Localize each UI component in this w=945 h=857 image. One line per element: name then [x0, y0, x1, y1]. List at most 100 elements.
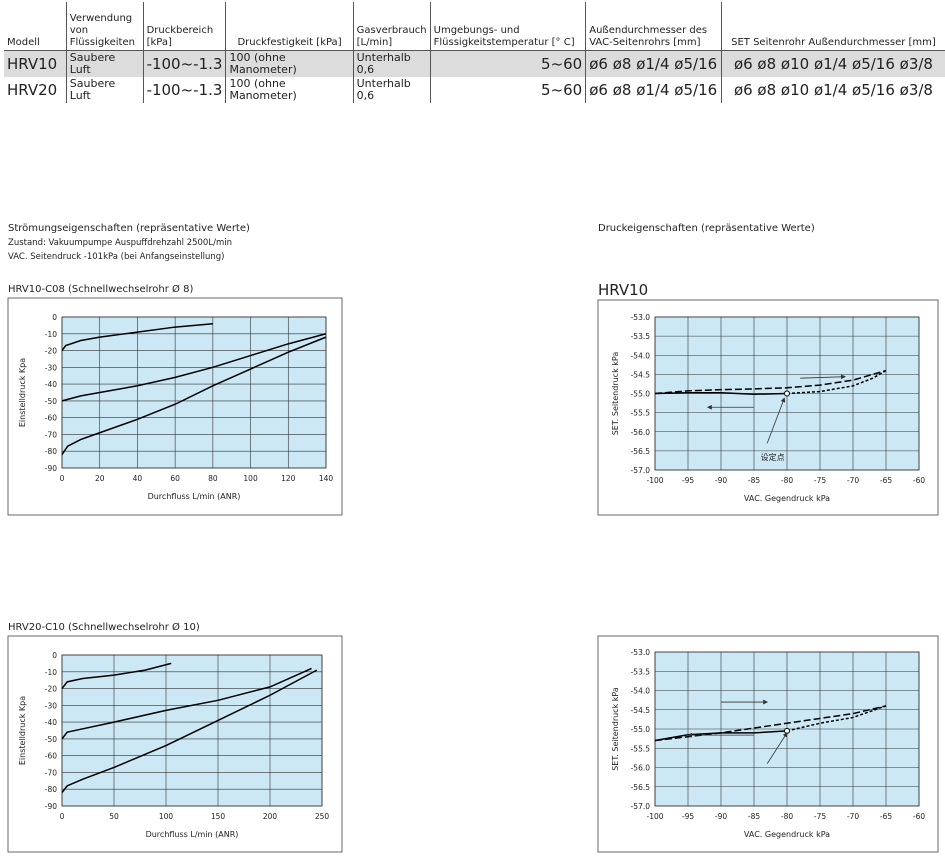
setpoint: [784, 727, 790, 734]
y-tick-label: -10: [45, 668, 57, 677]
x-tick-label: 120: [281, 474, 296, 483]
curve: [786, 705, 887, 732]
plot-area: [61, 654, 323, 807]
plot-area: [61, 316, 327, 469]
y-tick-label: -80: [45, 785, 57, 794]
y-axis-label: Einstelldruck Kpa: [18, 358, 27, 427]
x-tick-label: -60: [913, 476, 925, 485]
setpoint: [784, 390, 790, 397]
y-tick-label: -30: [45, 701, 57, 710]
x-tick-label: 200: [263, 812, 278, 821]
x-tick-label: -90: [715, 476, 727, 485]
x-tick-label: -95: [682, 476, 694, 485]
cell: ø6 ø8 ø1/4 ø5/16: [585, 50, 722, 77]
y-tick-label: -80: [45, 447, 57, 456]
x-tick-label: -95: [682, 812, 694, 821]
y-axis-label: SET. Seitendruck kPa: [611, 687, 620, 771]
y-tick-label: -54.0: [631, 687, 651, 696]
y-tick-label: -40: [45, 380, 57, 389]
y-tick-label: -53.5: [631, 667, 651, 676]
chart-title: HRV10-C08 (Schnellwechselrohr Ø 8): [8, 283, 193, 295]
x-axis-label: Durchfluss L/min (ANR): [146, 830, 239, 839]
y-tick-label: -53.5: [631, 332, 651, 341]
x-tick-label: -85: [748, 476, 760, 485]
y-tick-label: -90: [45, 802, 57, 811]
x-tick-label: -100: [646, 476, 663, 485]
cell: ø6 ø8 ø10 ø1/4 ø5/16 ø3/8: [720, 77, 945, 103]
header-cell: Außendurchmesser des VAC-Seitenrohrs [mm…: [585, 2, 722, 51]
x-tick-label: 20: [95, 474, 105, 483]
x-tick-label: -65: [880, 812, 892, 821]
curve: [61, 669, 318, 794]
x-tick-label: 150: [211, 812, 226, 821]
y-axis-label: Einstelldruck Kpa: [18, 696, 27, 765]
header-cell: Gasverbrauch [L/min]: [352, 2, 431, 51]
cell: 5~60: [429, 77, 586, 103]
cell: -100~-1.3: [142, 50, 226, 77]
cell: HRV20: [7, 81, 58, 99]
y-tick-label: -56.0: [631, 764, 651, 773]
y-tick-label: 0: [52, 313, 57, 322]
y-tick-label: -90: [45, 464, 57, 473]
header-cell: Verwendung von Flüssigkeiten: [65, 2, 144, 51]
x-tick-label: 250: [315, 812, 330, 821]
y-tick-label: -70: [45, 768, 57, 777]
curve: [654, 369, 887, 395]
y-tick-label: -30: [45, 363, 57, 372]
cell: HRV10: [7, 55, 58, 73]
y-tick-label: -57.0: [631, 802, 651, 811]
annotation: 设定点: [761, 452, 785, 462]
y-tick-label: -54.5: [631, 706, 651, 715]
chart-title: HRV10: [598, 281, 648, 299]
table-row: HRV20 Saubere Luft -100~-1.3 100 (ohne M…: [4, 77, 945, 103]
spec-table: Modell Verwendung von Flüssigkeiten Druc…: [4, 2, 945, 103]
x-tick-label: 60: [170, 474, 180, 483]
chart-title: HRV20-C10 (Schnellwechselrohr Ø 10): [8, 621, 200, 633]
x-tick-label: 0: [60, 474, 65, 483]
y-tick-label: -55.5: [631, 744, 651, 753]
cell: Unterhalb 0,6: [352, 77, 431, 103]
x-tick-label: -65: [880, 476, 892, 485]
x-tick-label: -90: [715, 812, 727, 821]
y-tick-label: -54.0: [631, 351, 651, 360]
x-tick-label: 50: [109, 812, 119, 821]
y-tick-label: -53.0: [631, 648, 651, 657]
y-tick-label: -50: [45, 735, 57, 744]
x-tick-label: 40: [133, 474, 143, 483]
curve: [61, 322, 213, 352]
y-tick-label: -40: [45, 718, 57, 727]
y-tick-label: -20: [45, 347, 57, 356]
curve: [654, 391, 788, 396]
x-tick-label: -100: [646, 812, 663, 821]
y-tick-label: -50: [45, 397, 57, 406]
y-tick-label: -55.0: [631, 390, 651, 399]
x-tick-label: -80: [781, 812, 793, 821]
y-tick-label: -55.5: [631, 409, 651, 418]
x-tick-label: 100: [159, 812, 174, 821]
arrow: [800, 374, 846, 380]
y-tick-label: -57.0: [631, 466, 651, 475]
y-tick-label: -54.5: [631, 370, 651, 379]
x-tick-label: 0: [60, 812, 65, 821]
cell: 100 (ohne Manometer): [225, 77, 354, 103]
y-tick-label: -60: [45, 414, 57, 423]
arrow: [766, 397, 786, 444]
curve: [61, 662, 172, 690]
x-axis-label: VAC. Gegendruck kPa: [744, 494, 830, 503]
curve: [786, 369, 887, 395]
x-tick-label: -75: [814, 476, 826, 485]
x-tick-label: -75: [814, 812, 826, 821]
y-tick-label: -55.0: [631, 725, 651, 734]
cell: 5~60: [429, 50, 586, 77]
x-tick-label: -70: [847, 476, 859, 485]
cell: Saubere Luft: [65, 77, 144, 103]
y-axis-label: SET. Seitendruck kPa: [611, 352, 620, 436]
x-axis-label: VAC. Gegendruck kPa: [744, 830, 830, 839]
x-axis-label: Durchfluss L/min (ANR): [148, 492, 241, 501]
x-tick-label: 100: [243, 474, 258, 483]
y-tick-label: 0: [52, 651, 57, 660]
y-tick-label: -10: [45, 330, 57, 339]
curve: [61, 336, 327, 455]
